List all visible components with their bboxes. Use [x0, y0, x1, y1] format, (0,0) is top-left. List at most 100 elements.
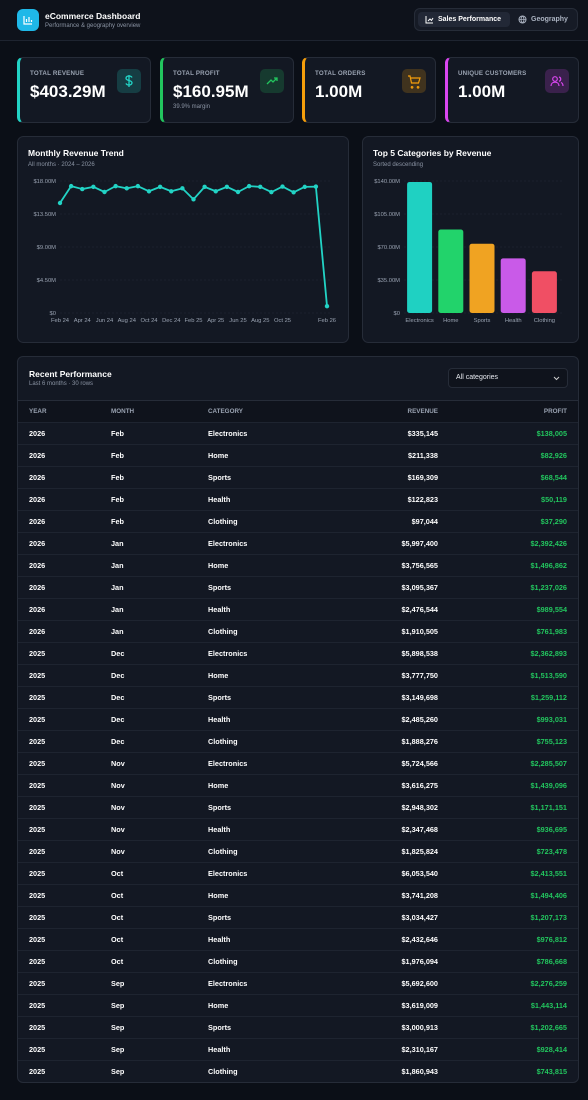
table-cell: Sports	[208, 1023, 232, 1032]
table-row: 2025 Sep Electronics $5,692,600 $2,276,259	[18, 972, 578, 994]
table-row: 2026 Jan Clothing $1,910,505 $761,983	[18, 620, 578, 642]
logo-icon	[23, 16, 33, 25]
charts: Monthly Revenue Trend All months · 2024 …	[17, 136, 579, 343]
table-cell: 2026	[29, 539, 46, 548]
point	[258, 184, 263, 190]
table-cell: $2,485,260	[401, 715, 438, 724]
table-cell: Oct	[111, 891, 124, 900]
x-tick-label: Feb 24	[51, 318, 70, 324]
table-cell: Health	[208, 825, 231, 834]
table-cell: $2,276,259	[530, 979, 567, 988]
table-row: 2025 Oct Clothing $1,976,094 $786,668	[18, 950, 578, 972]
table-cell: Electronics	[208, 429, 248, 438]
x-tick-label: Aug 24	[118, 318, 137, 324]
point	[269, 189, 274, 195]
table-row: 2025 Nov Clothing $1,825,824 $723,478	[18, 840, 578, 862]
table-cell: Home	[208, 561, 229, 570]
tab[interactable]: Sales Performance	[418, 12, 510, 27]
table-cell: $3,034,427	[401, 913, 438, 922]
table-cell: $169,309	[407, 473, 438, 482]
chart-subtitle: All months · 2024 – 2026	[28, 162, 95, 168]
table-cell: Clothing	[208, 847, 238, 856]
table-cell: Jan	[111, 627, 124, 636]
table-row: 2026 Jan Electronics $5,997,400 $2,392,426	[18, 532, 578, 554]
x-tick-label: Oct 24	[140, 318, 158, 324]
category-filter[interactable]: All categories	[448, 368, 568, 388]
icon-glyph	[550, 76, 564, 87]
kpi-value: 1.00M	[315, 82, 363, 101]
y-tick-label: $13.50M	[33, 212, 56, 218]
x-tick-label: Jun 25	[229, 318, 246, 324]
point	[169, 189, 174, 194]
table-cell: Feb	[111, 429, 124, 438]
table-cell: $1,513,590	[530, 671, 567, 680]
table-cell: 2025	[29, 803, 46, 812]
logo	[17, 9, 39, 31]
table-cell: $1,439,096	[530, 781, 567, 790]
table-cell: $2,310,167	[401, 1045, 438, 1054]
table-header: YEAR MONTH CATEGORY REVENUE PROFIT	[18, 400, 578, 422]
table-cell: 2025	[29, 847, 46, 856]
table-cell: Sports	[208, 473, 232, 482]
table-cell: Health	[208, 935, 231, 944]
table-row: 2025 Nov Electronics $5,724,566 $2,285,507	[18, 752, 578, 774]
table-cell: 2026	[29, 583, 46, 592]
column-header: MONTH	[111, 408, 135, 415]
table-cell: Clothing	[208, 517, 238, 526]
point	[157, 184, 163, 190]
table-cell: 2025	[29, 1067, 46, 1076]
point	[313, 184, 319, 189]
table-row: 2025 Oct Health $2,432,646 $976,812	[18, 928, 578, 950]
table-row: 2026 Feb Sports $169,309 $68,544	[18, 466, 578, 488]
kpi-label: TOTAL REVENUE	[30, 70, 85, 77]
point	[191, 197, 196, 202]
table-cell: Nov	[111, 825, 125, 834]
table-cell: $723,478	[536, 847, 567, 856]
table-cell: Jan	[111, 561, 124, 570]
table-cell: $2,948,302	[401, 803, 438, 812]
tab-icon	[518, 15, 527, 24]
table-row: 2025 Nov Home $3,616,275 $1,439,096	[18, 774, 578, 796]
x-tick-label: Apr 24	[74, 318, 92, 324]
table-cell: Electronics	[208, 979, 248, 988]
point	[235, 189, 241, 195]
table-cell: 2026	[29, 473, 46, 482]
table-row: 2025 Nov Sports $2,948,302 $1,171,151	[18, 796, 578, 818]
x-tick-label: Feb 25	[184, 318, 202, 324]
table-title: Recent Performance	[29, 369, 112, 379]
point	[135, 183, 141, 189]
table-card: Recent Performance Last 6 months · 30 ro…	[17, 356, 579, 1083]
table-row: 2026 Jan Sports $3,095,367 $1,237,026	[18, 576, 578, 598]
kpi-label: TOTAL ORDERS	[315, 70, 366, 77]
kpi-label: UNIQUE CUSTOMERS	[458, 70, 527, 77]
kpi-icon	[117, 69, 141, 93]
table-subtitle: Last 6 months · 30 rows	[29, 381, 94, 387]
table-row: 2025 Sep Sports $3,000,913 $1,202,665	[18, 1016, 578, 1038]
table-cell: Oct	[111, 913, 124, 922]
table-cell: $1,259,112	[530, 693, 567, 702]
table-cell: Oct	[111, 935, 124, 944]
point	[146, 189, 152, 194]
table-cell: $1,910,505	[401, 627, 438, 636]
table-cell: $211,338	[407, 451, 438, 460]
kpi-value: $160.95M	[173, 82, 249, 101]
table-cell: Nov	[111, 759, 125, 768]
table-cell: $1,443,114	[530, 1001, 567, 1010]
table-cell: Dec	[111, 671, 125, 680]
table-cell: Electronics	[208, 759, 248, 768]
tab[interactable]: Geography	[513, 12, 575, 27]
point	[113, 183, 118, 189]
table-cell: $2,432,646	[401, 935, 438, 944]
x-tick-label: Apr 25	[207, 318, 224, 324]
table-cell: $786,668	[536, 957, 567, 966]
table-cell: $2,362,893	[530, 649, 567, 658]
table-cell: Nov	[111, 781, 125, 790]
table-cell: Nov	[111, 847, 125, 856]
table-cell: $335,145	[407, 429, 438, 438]
point	[124, 186, 129, 191]
table-cell: Home	[208, 451, 229, 460]
table-cell: 2025	[29, 737, 46, 746]
table-cell: 2025	[29, 649, 46, 658]
table-cell: Feb	[111, 517, 124, 526]
